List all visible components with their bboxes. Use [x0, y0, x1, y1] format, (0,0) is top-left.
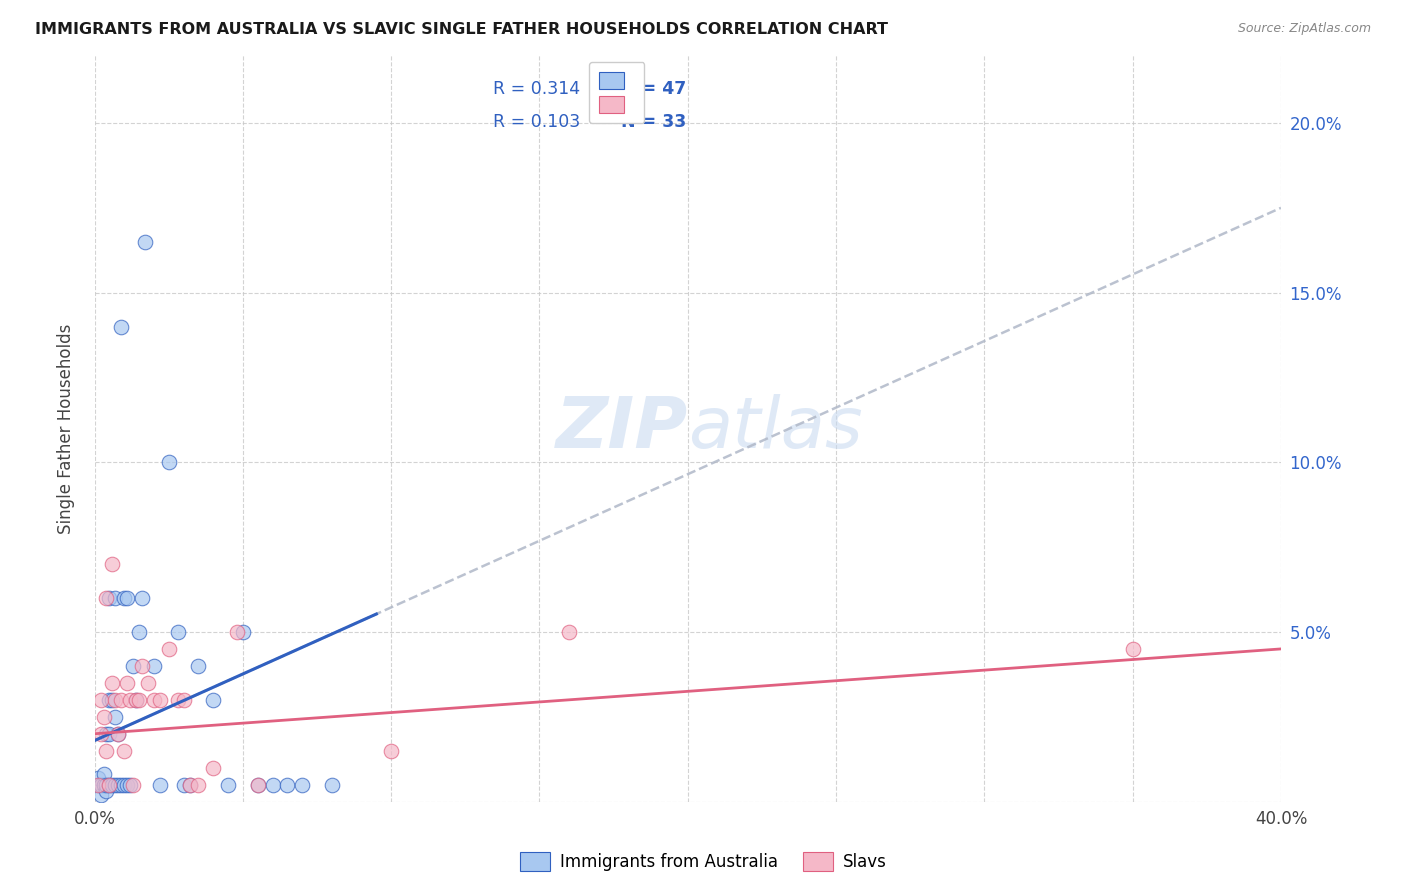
Point	[98, 778, 121, 792]
Point	[86, 771, 108, 785]
Point	[179, 778, 201, 792]
Point	[96, 591, 118, 605]
Point	[120, 693, 142, 707]
Point	[101, 676, 124, 690]
Point	[262, 778, 284, 792]
Text: IMMIGRANTS FROM AUSTRALIA VS SLAVIC SINGLE FATHER HOUSEHOLDS CORRELATION CHART: IMMIGRANTS FROM AUSTRALIA VS SLAVIC SING…	[35, 22, 889, 37]
Legend: , : ,	[589, 62, 644, 123]
Point	[157, 455, 180, 469]
Point	[142, 659, 165, 673]
Point	[128, 624, 150, 639]
Text: N = 47: N = 47	[621, 79, 686, 98]
Point	[93, 778, 115, 792]
Point	[246, 778, 269, 792]
Point	[112, 778, 135, 792]
Point	[125, 693, 148, 707]
Point	[107, 727, 129, 741]
Point	[104, 778, 127, 792]
Text: Source: ZipAtlas.com: Source: ZipAtlas.com	[1237, 22, 1371, 36]
Point	[173, 778, 195, 792]
Point	[101, 693, 124, 707]
Point	[149, 778, 172, 792]
Text: ZIP: ZIP	[555, 394, 688, 463]
Point	[98, 693, 121, 707]
Point	[107, 727, 129, 741]
Y-axis label: Single Father Households: Single Father Households	[58, 323, 75, 533]
Point	[276, 778, 298, 792]
Point	[131, 659, 153, 673]
Point	[90, 693, 112, 707]
Point	[96, 778, 118, 792]
Point	[117, 591, 139, 605]
Point	[122, 778, 145, 792]
Point	[131, 591, 153, 605]
Text: atlas: atlas	[688, 394, 862, 463]
Point	[90, 788, 112, 802]
Legend: Immigrants from Australia, Slavs: Immigrants from Australia, Slavs	[512, 843, 894, 880]
Point	[246, 778, 269, 792]
Point	[134, 235, 156, 249]
Point	[142, 693, 165, 707]
Point	[104, 591, 127, 605]
Point	[321, 778, 343, 792]
Point	[558, 624, 581, 639]
Point	[149, 693, 172, 707]
Point	[117, 676, 139, 690]
Point	[96, 744, 118, 758]
Point	[125, 693, 148, 707]
Point	[173, 693, 195, 707]
Point	[104, 693, 127, 707]
Point	[179, 778, 201, 792]
Point	[291, 778, 314, 792]
Point	[101, 778, 124, 792]
Point	[136, 676, 159, 690]
Point	[166, 693, 188, 707]
Point	[104, 710, 127, 724]
Point	[90, 727, 112, 741]
Point	[128, 693, 150, 707]
Point	[166, 624, 188, 639]
Point	[93, 710, 115, 724]
Point	[96, 727, 118, 741]
Text: N = 33: N = 33	[621, 113, 686, 131]
Point	[110, 319, 132, 334]
Point	[90, 778, 112, 792]
Point	[93, 767, 115, 781]
Point	[202, 761, 225, 775]
Point	[86, 778, 108, 792]
Point	[107, 778, 129, 792]
Point	[232, 624, 254, 639]
Point	[380, 744, 402, 758]
Point	[117, 778, 139, 792]
Point	[157, 641, 180, 656]
Point	[110, 693, 132, 707]
Point	[110, 778, 132, 792]
Point	[101, 557, 124, 571]
Point	[112, 744, 135, 758]
Point	[98, 727, 121, 741]
Point	[122, 659, 145, 673]
Point	[217, 778, 239, 792]
Point	[202, 693, 225, 707]
Point	[187, 659, 209, 673]
Point	[112, 591, 135, 605]
Point	[98, 778, 121, 792]
Text: R = 0.314: R = 0.314	[494, 79, 581, 98]
Point	[86, 778, 108, 792]
Point	[187, 778, 209, 792]
Point	[98, 591, 121, 605]
Point	[1122, 641, 1144, 656]
Point	[226, 624, 249, 639]
Text: R = 0.103: R = 0.103	[494, 113, 581, 131]
Point	[120, 778, 142, 792]
Point	[96, 784, 118, 798]
